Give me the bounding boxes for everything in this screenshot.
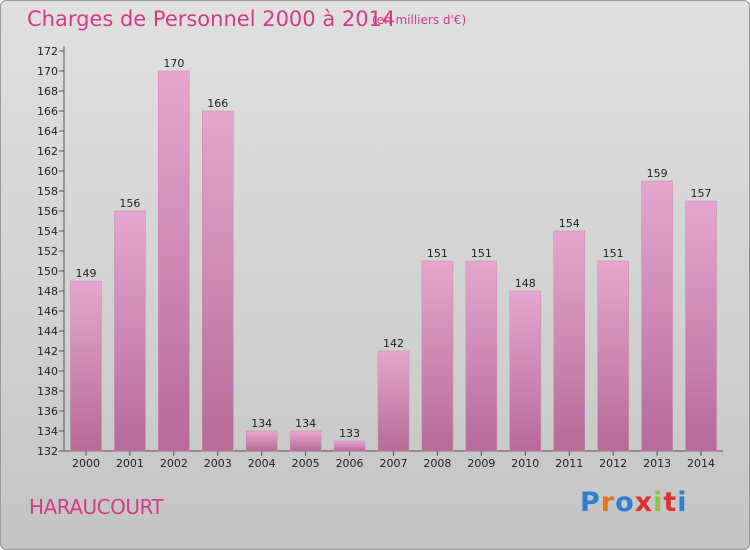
data-label: 151 [471, 247, 492, 260]
data-label: 134 [251, 417, 272, 430]
bar [509, 290, 542, 452]
logo-letter: o [615, 487, 635, 518]
unit-note: (en milliers d'€) [372, 13, 467, 27]
proxiti-logo: Proxiti [580, 487, 688, 518]
bar [685, 200, 717, 452]
data-label: 133 [339, 427, 360, 440]
y-tick-label: 158 [37, 185, 58, 198]
y-tick-label: 138 [37, 385, 58, 398]
y-tick-label: 148 [37, 285, 58, 298]
logo-letter: x [634, 487, 654, 518]
x-tick-label: 2007 [380, 457, 408, 470]
y-tick-label: 152 [37, 245, 58, 258]
x-tick-label: 2011 [555, 457, 583, 470]
bar [70, 280, 102, 452]
y-tick-label: 140 [37, 365, 58, 378]
data-label: 159 [647, 167, 668, 180]
bar [597, 260, 629, 452]
data-label: 170 [163, 57, 184, 70]
logo-letter: i [653, 487, 664, 518]
bar [421, 260, 454, 452]
data-label: 149 [75, 267, 96, 280]
bars [70, 70, 717, 452]
logo-letter: t [663, 487, 678, 518]
bar [641, 180, 673, 452]
bar [465, 260, 498, 452]
x-tick-label: 2006 [336, 457, 364, 470]
bar [377, 350, 410, 452]
data-label: 134 [295, 417, 316, 430]
y-tick-label: 170 [37, 65, 58, 78]
x-tick-label: 2004 [248, 457, 276, 470]
bar [245, 430, 278, 452]
y-tick-label: 150 [37, 265, 58, 278]
x-tick-label: 2000 [72, 457, 100, 470]
data-label: 151 [603, 247, 624, 260]
x-tick-label: 2001 [116, 457, 144, 470]
x-tick-label: 2003 [204, 457, 232, 470]
bar [289, 430, 322, 452]
x-tick-label: 2010 [511, 457, 539, 470]
commune-name: HARAUCOURT [29, 495, 164, 519]
y-tick-label: 166 [37, 105, 58, 118]
x-tick-label: 2013 [643, 457, 671, 470]
logo-letter: P [580, 487, 601, 518]
x-tick-label: 2014 [687, 457, 715, 470]
y-tick-label: 160 [37, 165, 58, 178]
y-tick-label: 142 [37, 345, 58, 358]
chart-title: Charges de Personnel 2000 à 2014 [27, 7, 396, 31]
data-label: 157 [691, 187, 712, 200]
x-tick-label: 2005 [292, 457, 320, 470]
data-label: 151 [427, 247, 448, 260]
data-label: 154 [559, 217, 580, 230]
x-tick-label: 2012 [599, 457, 627, 470]
y-tick-label: 136 [37, 405, 58, 418]
y-tick-label: 156 [37, 205, 58, 218]
y-tick-label: 144 [37, 325, 58, 338]
data-label: 156 [119, 197, 140, 210]
y-tick-label: 132 [37, 445, 58, 458]
value-labels: 149 156 170 166 134 134 133 142 151 151 148 154 151 1… [75, 57, 711, 440]
y-tick-label: 134 [37, 425, 58, 438]
x-tick-label: 2008 [423, 457, 451, 470]
y-tick-label: 172 [37, 45, 58, 58]
axes: 1321341361381401421441461481501521541561… [37, 45, 723, 470]
bar [202, 110, 234, 452]
y-tick-label: 146 [37, 305, 58, 318]
y-tick-label: 168 [37, 85, 58, 98]
bar [114, 210, 146, 452]
y-tick-label: 154 [37, 225, 58, 238]
data-label: 166 [207, 97, 228, 110]
data-label: 142 [383, 337, 404, 350]
x-tick-label: 2009 [467, 457, 495, 470]
y-tick-label: 164 [37, 125, 58, 138]
x-tick-label: 2002 [160, 457, 188, 470]
bar [553, 230, 585, 452]
y-tick-label: 162 [37, 145, 58, 158]
data-label: 148 [515, 277, 536, 290]
bar [333, 440, 366, 452]
bar [158, 70, 190, 452]
logo-letter: i [677, 487, 688, 518]
logo-letter: r [600, 487, 616, 518]
